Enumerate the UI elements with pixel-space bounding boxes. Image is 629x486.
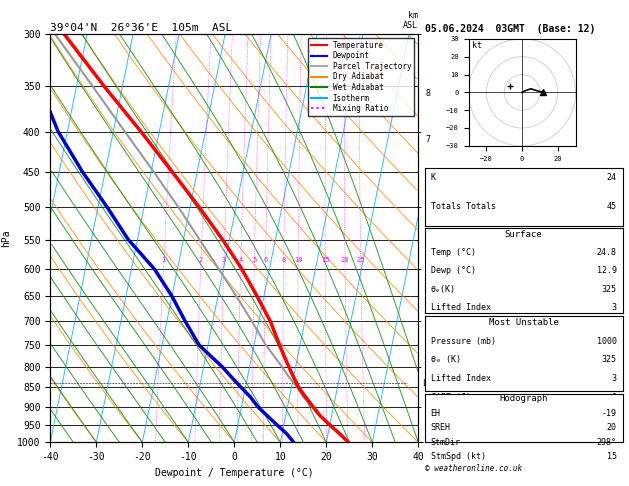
Text: LCL: LCL [422,379,437,388]
Text: 2.23: 2.23 [597,231,617,240]
Text: Pressure (mb): Pressure (mb) [430,336,496,346]
Text: 5: 5 [425,229,430,238]
Text: Lifted Index: Lifted Index [430,303,491,312]
Text: 24.8: 24.8 [597,248,617,257]
Text: Dewp (°C): Dewp (°C) [430,266,476,276]
Text: 6: 6 [264,258,267,263]
Text: 1000: 1000 [597,336,617,346]
X-axis label: Dewpoint / Temperature (°C): Dewpoint / Temperature (°C) [155,468,314,478]
Text: 15: 15 [321,258,330,263]
Text: CAPE (J): CAPE (J) [430,393,470,402]
Text: 39°04'N  26°36'E  105m  ASL: 39°04'N 26°36'E 105m ASL [50,23,233,33]
Text: 4: 4 [425,264,430,274]
Text: 2: 2 [425,362,430,371]
Text: © weatheronline.co.uk: © weatheronline.co.uk [425,465,521,473]
Text: kt: kt [472,41,482,50]
Text: 5: 5 [252,258,257,263]
Text: 1: 1 [162,258,166,263]
Text: 0: 0 [612,321,617,330]
Text: 3: 3 [222,258,226,263]
Text: Hodograph: Hodograph [499,394,548,403]
Text: 8: 8 [425,88,430,98]
Text: 3: 3 [612,374,617,383]
Text: 05.06.2024  03GMT  (Base: 12): 05.06.2024 03GMT (Base: 12) [425,24,595,35]
Text: 1: 1 [425,402,430,411]
Text: 12.9: 12.9 [597,266,617,276]
Text: 45: 45 [607,202,617,211]
Text: 325: 325 [602,355,617,364]
Text: 298°: 298° [597,438,617,447]
Text: Totals Totals: Totals Totals [430,202,496,211]
Text: StmDir: StmDir [430,438,460,447]
Text: Most Unstable: Most Unstable [489,318,559,327]
Text: 8: 8 [282,258,286,263]
Text: Lifted Index: Lifted Index [430,374,491,383]
Text: 325: 325 [602,285,617,294]
Text: θₑ(K): θₑ(K) [430,285,455,294]
Text: 15: 15 [607,452,617,461]
Text: 0: 0 [612,412,617,421]
Legend: Temperature, Dewpoint, Parcel Trajectory, Dry Adiabat, Wet Adiabat, Isotherm, Mi: Temperature, Dewpoint, Parcel Trajectory… [308,38,415,116]
Text: Temp (°C): Temp (°C) [430,248,476,257]
Text: 3: 3 [425,317,430,326]
Text: StmSpd (kt): StmSpd (kt) [430,452,486,461]
Text: SREH: SREH [430,423,450,432]
Text: CIN (J): CIN (J) [430,339,465,348]
Text: K: K [430,173,435,182]
Text: PW (cm): PW (cm) [430,231,465,240]
Text: 20: 20 [607,423,617,432]
Text: 2: 2 [199,258,203,263]
Text: -19: -19 [602,409,617,417]
Text: CIN (J): CIN (J) [430,412,465,421]
Text: 10: 10 [294,258,303,263]
Y-axis label: hPa: hPa [1,229,11,247]
Text: EH: EH [430,409,440,417]
Text: 3: 3 [612,303,617,312]
Text: 24: 24 [607,173,617,182]
Text: CAPE (J): CAPE (J) [430,321,470,330]
Text: 7: 7 [425,136,430,144]
Text: 25: 25 [357,258,365,263]
Text: 0: 0 [612,393,617,402]
Text: 20: 20 [341,258,349,263]
Text: km
ASL: km ASL [403,11,418,30]
Text: Surface: Surface [505,230,542,239]
Text: 4: 4 [238,258,243,263]
Text: θₑ (K): θₑ (K) [430,355,460,364]
Text: 6: 6 [425,182,430,191]
Text: 0: 0 [612,339,617,348]
